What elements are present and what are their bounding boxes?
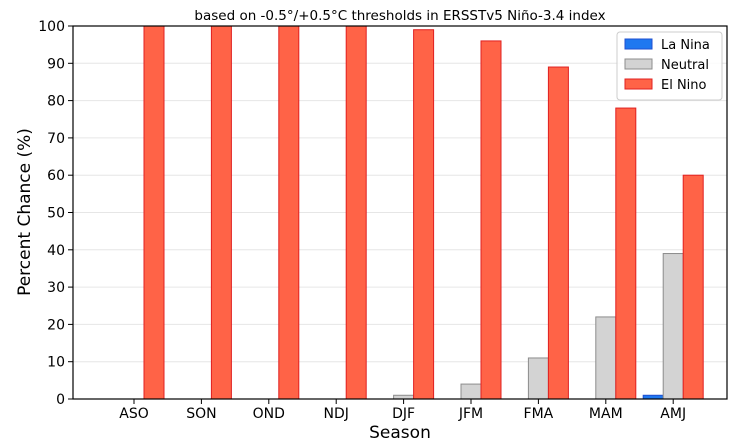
legend-label: El Nino: [661, 78, 707, 93]
x-tick-label: ASO: [119, 406, 148, 422]
y-tick-label: 100: [38, 19, 65, 35]
x-tick-label: NDJ: [324, 406, 349, 422]
y-tick-label: 30: [47, 280, 65, 296]
bar-neutral-jfm: [460, 383, 482, 400]
bar-el-nino-amj: [682, 174, 704, 400]
x-tick-label: DJF: [392, 406, 415, 422]
bar-el-nino-djf: [413, 29, 435, 400]
y-tick-label: 10: [47, 355, 65, 371]
x-tick-label: SON: [186, 406, 216, 422]
x-tick-label: AMJ: [660, 406, 686, 422]
bar-el-nino-son: [210, 25, 232, 400]
bar-el-nino-fma: [547, 66, 569, 400]
legend-swatch: [624, 58, 653, 70]
legend-swatch: [624, 38, 653, 50]
y-tick-label: 60: [47, 168, 65, 184]
y-tick-label: 70: [47, 131, 65, 147]
y-tick-label: 80: [47, 94, 65, 110]
legend-label: Neutral: [661, 58, 709, 73]
y-tick-label: 40: [47, 243, 65, 259]
x-axis-ticks: ASO SON OND NDJ DJF JFM FMA MAM AMJ: [119, 399, 686, 422]
x-tick-label: MAM: [589, 406, 623, 422]
legend: La Nina Neutral El Nino: [616, 31, 723, 101]
y-tick-label: 0: [56, 392, 65, 408]
bar-el-nino-ndj: [345, 25, 367, 400]
x-tick-label: JFM: [458, 406, 483, 422]
y-tick-label: 20: [47, 317, 65, 333]
bar-neutral-amj: [662, 253, 684, 400]
legend-swatch: [624, 78, 653, 90]
chart-title: based on -0.5°/+0.5°C thresholds in ERSS…: [194, 8, 605, 24]
bar-el-nino-jfm: [480, 40, 502, 400]
y-tick-label: 90: [47, 56, 65, 72]
y-axis-title: Percent Chance (%): [15, 128, 35, 296]
bar-neutral-fma: [527, 357, 549, 400]
x-axis-title: Season: [369, 423, 431, 443]
legend-label: La Nina: [661, 38, 710, 53]
x-tick-label: FMA: [524, 406, 554, 422]
bar-el-nino-ond: [278, 25, 300, 400]
y-tick-label: 50: [47, 206, 65, 222]
bar-el-nino-aso: [143, 25, 165, 400]
y-axis-ticks: 0 10 20 30 40 50 60 70 80 90 100: [38, 19, 73, 408]
bar-neutral-mam: [595, 316, 617, 400]
x-tick-label: OND: [253, 406, 285, 422]
bar-el-nino-mam: [615, 107, 637, 400]
